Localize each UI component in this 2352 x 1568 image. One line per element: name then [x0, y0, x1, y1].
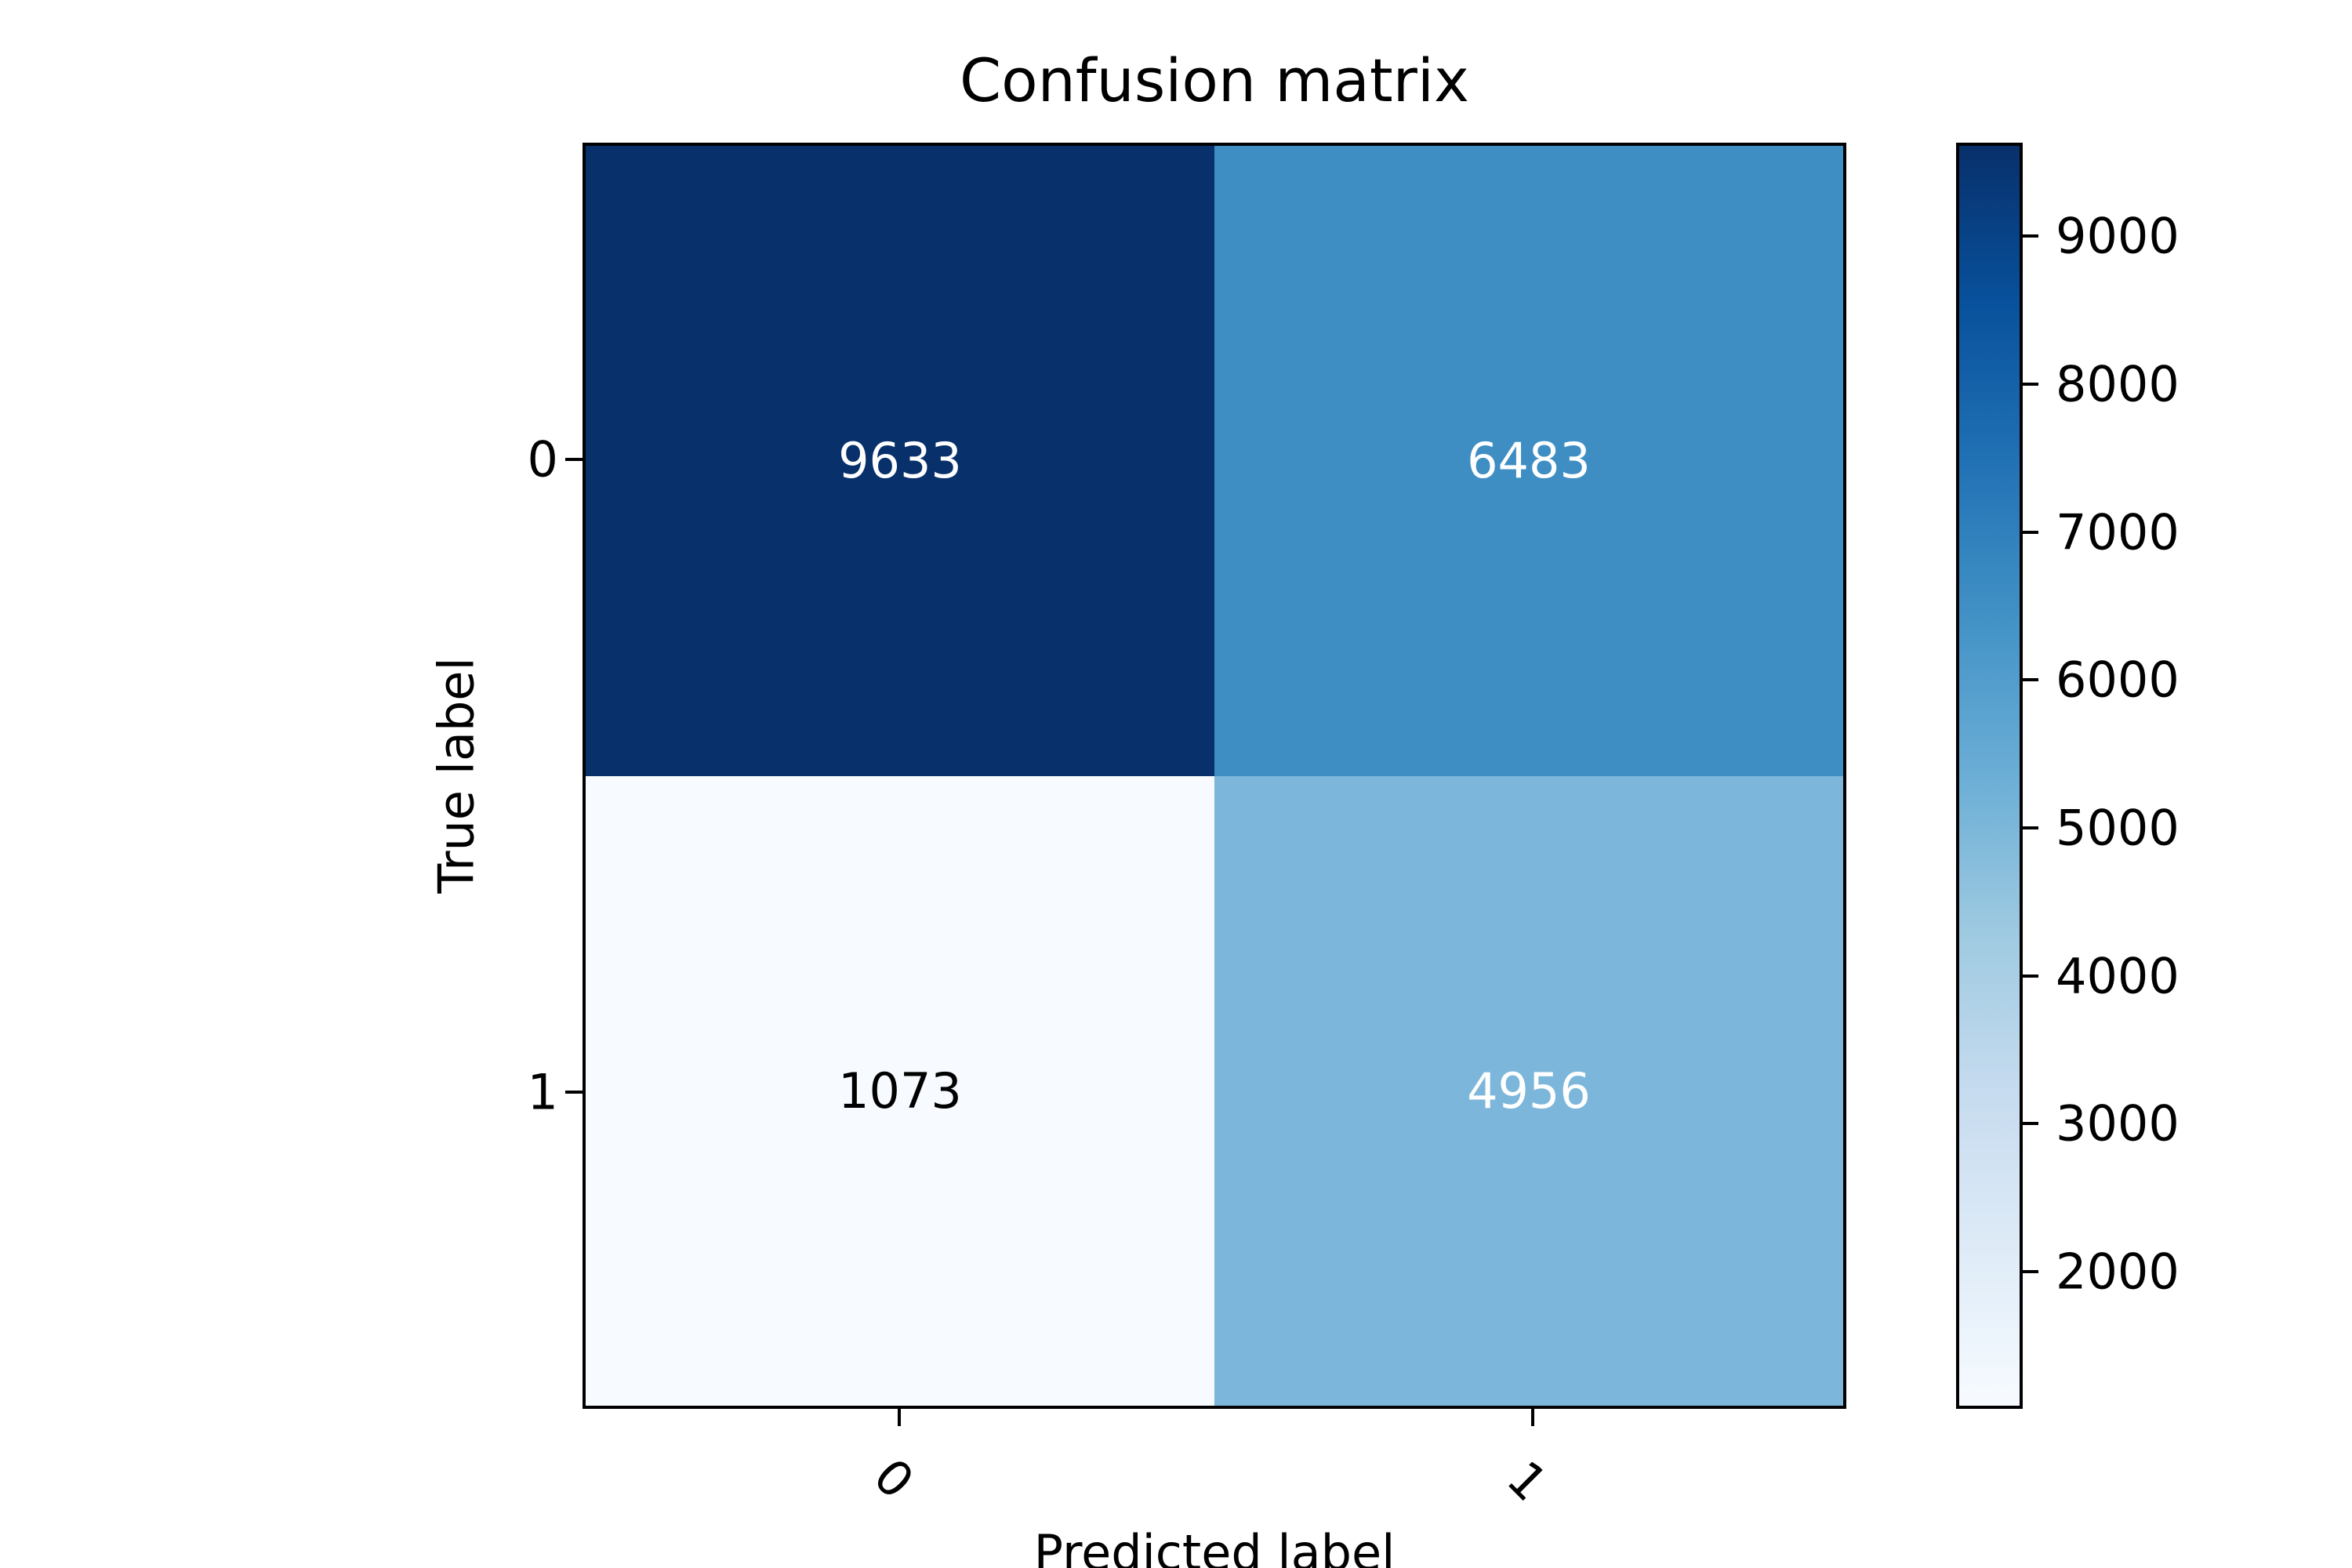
x-tick-label-0: 0 [862, 1447, 925, 1510]
colorbar-tick-label: 7000 [2056, 503, 2180, 561]
matrix-cell-value: 6483 [1467, 432, 1591, 490]
colorbar-tick-label: 3000 [2056, 1094, 2180, 1152]
colorbar-tick-mark [2021, 234, 2038, 238]
colorbar-tick-label: 8000 [2056, 355, 2180, 413]
colorbar [1956, 143, 2023, 1409]
matrix-cell-true1-pred0: 1073 [586, 775, 1214, 1406]
confusion-matrix-heatmap: 9633 6483 1073 4956 [583, 143, 1846, 1409]
colorbar-tick-mark [2021, 974, 2038, 978]
x-axis-label: Predicted label [1033, 1524, 1396, 1568]
matrix-cell-value: 1073 [838, 1062, 962, 1120]
matrix-cell-value: 9633 [838, 432, 962, 490]
colorbar-tick-mark [2021, 383, 2038, 387]
matrix-cell-true1-pred1: 4956 [1214, 775, 1843, 1406]
y-tick-label-0: 0 [527, 430, 558, 488]
y-axis-label: True label [427, 657, 485, 894]
y-axis-tick-mark [565, 1091, 583, 1094]
colorbar-tick-mark [2021, 1270, 2038, 1274]
matrix-cell-value: 4956 [1467, 1062, 1591, 1120]
colorbar-tick-mark [2021, 1122, 2038, 1126]
colorbar-tick-label: 2000 [2056, 1243, 2180, 1301]
y-tick-label-1: 1 [527, 1063, 558, 1121]
x-tick-label-1: 1 [1496, 1450, 1559, 1512]
colorbar-tick-label: 9000 [2056, 207, 2180, 265]
colorbar-tick-mark [2021, 530, 2038, 534]
colorbar-tick-label: 4000 [2056, 947, 2180, 1005]
matrix-cell-true0-pred0: 9633 [586, 146, 1214, 776]
x-axis-tick-mark [898, 1409, 901, 1426]
colorbar-tick-label: 5000 [2056, 799, 2180, 857]
matrix-cell-true0-pred1: 6483 [1214, 146, 1843, 776]
colorbar-tick-mark [2021, 678, 2038, 682]
colorbar-tick-mark [2021, 826, 2038, 830]
y-axis-tick-mark [565, 458, 583, 461]
chart-title: Confusion matrix [960, 45, 1469, 115]
x-axis-tick-mark [1531, 1409, 1534, 1426]
colorbar-tick-label: 6000 [2056, 651, 2180, 709]
